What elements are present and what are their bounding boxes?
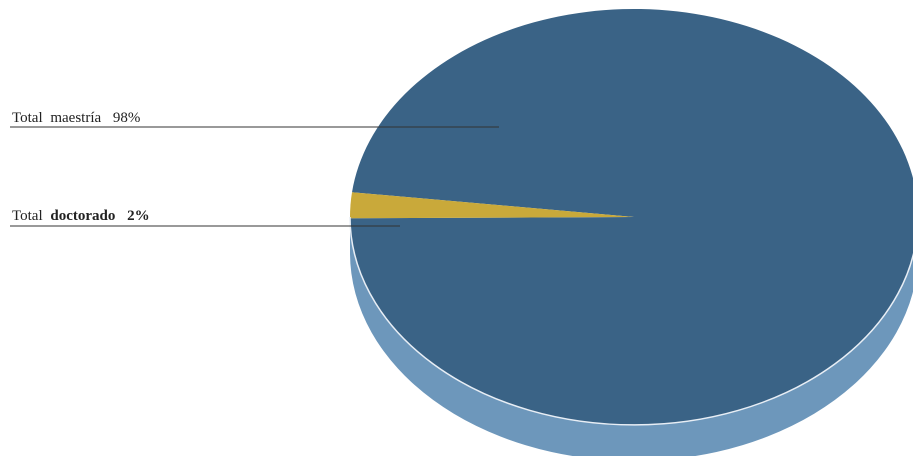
label-doctorado-text: Total doctorado 2% (12, 208, 150, 224)
pie-side-maestria (350, 217, 913, 461)
pie-side-layer (350, 217, 913, 461)
label-doctorado-prefix: Total (12, 208, 43, 224)
label-doctorado-value: 2% (127, 208, 150, 224)
label-maestria-prefix: Total (12, 110, 43, 126)
label-doctorado: Total doctorado 2% (10, 208, 400, 227)
pie-slice-maestria (350, 9, 913, 425)
pie-top-layer (349, 9, 913, 426)
label-maestria-value: 98% (113, 110, 141, 126)
label-maestria: Total maestría 98% (10, 110, 499, 128)
label-doctorado-word: doctorado (50, 208, 115, 224)
pie-labels-layer: Total maestría 98% Total doctorado 2% (10, 110, 499, 227)
pie-slice-doctorado (350, 192, 634, 219)
pie-rim-highlight (349, 216, 913, 426)
label-maestria-word: maestría (50, 110, 101, 126)
label-maestria-text: Total maestría 98% (12, 110, 140, 126)
